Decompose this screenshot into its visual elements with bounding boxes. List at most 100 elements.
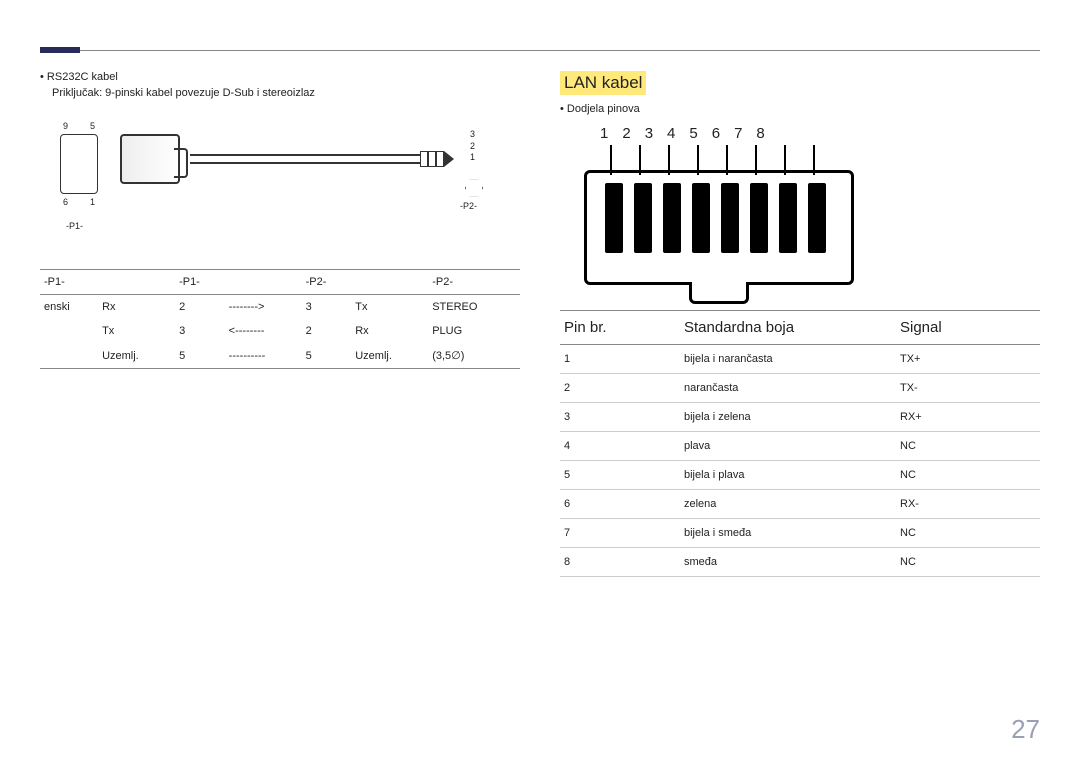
pin-num: 2 [622,125,630,142]
table-row: 4plavaNC [560,432,1040,461]
jack-ring-labels: 3 2 1 [470,129,475,164]
lan-bullet: Dodjela pinova [560,103,1040,115]
cell: NC [896,461,1040,490]
contact [721,183,739,253]
cell: enski [40,295,98,320]
dsub-big-icon [120,134,180,184]
arrow-1: 1 [470,152,475,164]
contact [692,183,710,253]
pin-num: 1 [600,125,608,142]
contact [750,183,768,253]
pin-num: 5 [689,125,697,142]
cell: bijela i plava [680,461,896,490]
pin-numbers: 1 2 3 4 5 6 7 8 [600,125,765,142]
cell: PLUG [428,319,520,343]
rj45-icon [584,170,854,285]
hdr-color: Standardna boja [680,311,896,345]
pin-num: 8 [756,125,764,142]
hdr-p2b: -P2- [428,270,520,295]
cell: STEREO [428,295,520,320]
contact [663,183,681,253]
cell: 5 [560,461,680,490]
table-row: 6zelenaRX- [560,490,1040,519]
cell: 7 [560,519,680,548]
pin-num: 6 [712,125,720,142]
table-row: Tx 3 <-------- 2 Rx PLUG [40,319,520,343]
cell: ---------- [225,343,302,369]
cell: Tx [98,319,175,343]
cell: TX+ [896,345,1040,374]
contact [779,183,797,253]
hex-icon [465,179,483,197]
cell: 6 [560,490,680,519]
hdr-blank1 [98,270,175,295]
cell: RX- [896,490,1040,519]
table-row: 1bijela i narančastaTX+ [560,345,1040,374]
rj45-clip [689,282,749,304]
cell: 2 [302,319,352,343]
cell: 1 [560,345,680,374]
pin-num: 4 [667,125,675,142]
hdr-p2a: -P2- [302,270,352,295]
cell: RX+ [896,403,1040,432]
lan-header-row: Pin br. Standardna boja Signal [560,311,1040,345]
cell: Uzemlj. [98,343,175,369]
p1-label: -P1- [66,221,83,231]
table-row: 2narančastaTX- [560,374,1040,403]
label-9: 9 [63,121,68,131]
hdr-blank2 [225,270,302,295]
hdr-p1b: -P1- [175,270,225,295]
cell: Rx [98,295,175,320]
cell: 5 [302,343,352,369]
hdr-pin: Pin br. [560,311,680,345]
table-row: 5bijela i plavaNC [560,461,1040,490]
rs232c-bullet: RS232C kabel [40,71,520,83]
cell: <-------- [225,319,302,343]
cell: Tx [351,295,428,320]
cell: Uzemlj. [351,343,428,369]
cell: Rx [351,319,428,343]
cell: 3 [560,403,680,432]
cell: NC [896,432,1040,461]
cell: 3 [175,319,225,343]
table-row: 7bijela i smeđaNC [560,519,1040,548]
pin-num: 7 [734,125,742,142]
cell: NC [896,519,1040,548]
cell: 5 [175,343,225,369]
stereo-jack-icon [420,151,460,167]
cell: 8 [560,548,680,577]
table-header-row: -P1- -P1- -P2- -P2- [40,270,520,295]
rj45-diagram: 1 2 3 4 5 6 7 8 [560,125,1040,295]
rs232c-subtext: Priključak: 9-pinski kabel povezuje D-Su… [52,87,520,99]
lan-title: LAN kabel [560,71,646,95]
rj45-contacts [605,183,826,253]
cell [40,343,98,369]
cell: smeđa [680,548,896,577]
arrow-2: 2 [470,141,475,153]
table-row: Uzemlj. 5 ---------- 5 Uzemlj. (3,5∅) [40,343,520,369]
cell [40,319,98,343]
arrow-3: 3 [470,129,475,141]
cell: narančasta [680,374,896,403]
cell: plava [680,432,896,461]
top-rule [40,50,1040,51]
cable-diagram: 9 5 6 1 -P1- 3 2 1 -P2- [40,109,520,259]
contact [808,183,826,253]
cell: TX- [896,374,1040,403]
lan-table: Pin br. Standardna boja Signal 1bijela i… [560,310,1040,577]
p2-label: -P2- [460,201,477,211]
cell: 4 [560,432,680,461]
contact [605,183,623,253]
left-column: RS232C kabel Priključak: 9-pinski kabel … [40,71,520,577]
cell: 3 [302,295,352,320]
table-row: 8smeđaNC [560,548,1040,577]
cell: --------> [225,295,302,320]
label-6: 6 [63,197,68,207]
label-1: 1 [90,197,95,207]
contact [634,183,652,253]
cell: bijela i smeđa [680,519,896,548]
cell: bijela i zelena [680,403,896,432]
columns: RS232C kabel Priključak: 9-pinski kabel … [40,71,1040,577]
table-row: enski Rx 2 --------> 3 Tx STEREO [40,295,520,320]
lan-tbody: 1bijela i narančastaTX+ 2narančastaTX- 3… [560,345,1040,577]
